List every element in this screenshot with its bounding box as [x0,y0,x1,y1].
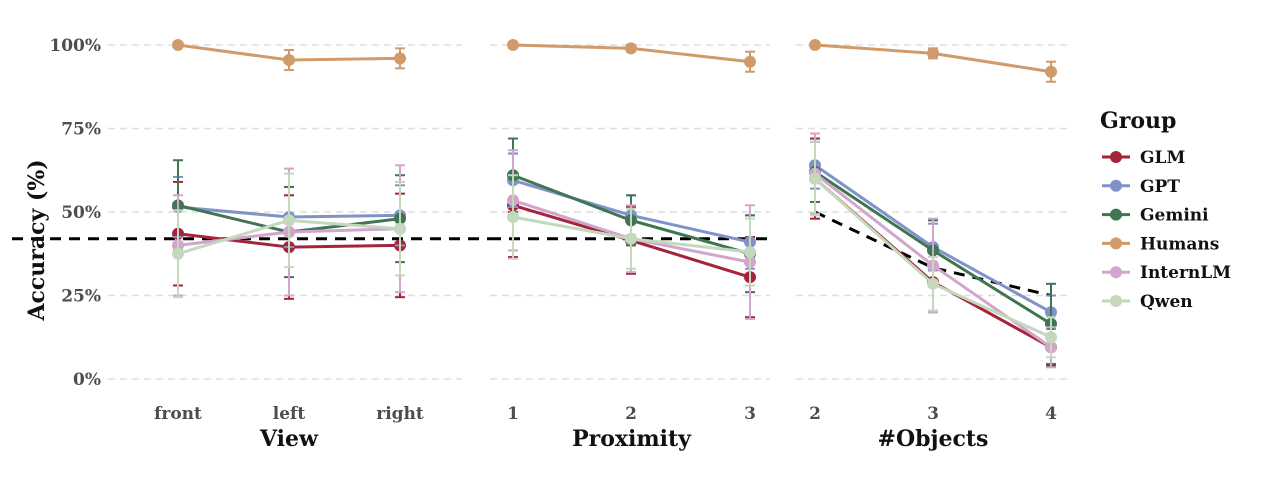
legend-swatch-point [1110,151,1122,163]
legend-label: InternLM [1140,263,1231,283]
x-axis-title-0: View [259,426,319,452]
legend-entry-internlm: InternLM [1102,263,1231,283]
legend-entry-gemini: Gemini [1102,206,1209,226]
legend-entries: GLM GPT Gemini Humans InternLM Qwen [1102,148,1231,312]
data-point [809,39,821,51]
x-tick-label: 1 [507,404,519,424]
legend-label: GPT [1140,177,1180,197]
x-tick-label: 3 [927,404,939,424]
data-point [625,232,637,245]
x-tick-label: 2 [625,404,637,424]
x-axis-title-1: Proximity [572,426,692,452]
y-tick-label: 50% [61,203,101,223]
data-point [1045,65,1057,78]
legend-swatch-point [1110,295,1122,307]
panel-1-series [507,39,756,320]
data-point [927,277,939,290]
data-point [394,52,406,65]
legend-entry-gpt: GPT [1102,177,1180,197]
series-qwen [809,140,1057,359]
data-point [744,55,756,68]
series-humans [809,39,1057,83]
y-tick-label: 75% [61,120,101,140]
series-internlm [809,132,1057,369]
x-tick-label: right [376,404,424,424]
data-point [927,47,939,60]
data-point [1045,331,1057,344]
data-point [172,39,184,51]
data-point [809,172,821,185]
data-point [172,247,184,260]
legend-swatch-point [1110,208,1122,221]
legend-label: Humans [1140,234,1219,254]
x-tick-label: 3 [744,404,756,424]
data-point [625,42,637,55]
y-axis-title: Accuracy (%) [24,159,50,321]
chance-line-panel-2 [814,210,1052,297]
y-tick-label: 100% [49,36,101,56]
legend-swatch-point [1110,266,1122,279]
legend: Group GLM GPT Gemini Humans InternLM Qwen [1100,108,1231,312]
y-tick-label: 0% [73,370,101,390]
legend-entry-humans: Humans [1102,234,1219,254]
data-point [283,214,295,227]
x-tick-label: 4 [1045,404,1057,424]
x-axis-title-2: #Objects [878,426,989,452]
legend-label: Gemini [1140,206,1209,226]
series-qwen [172,172,406,299]
series-humans [172,39,406,72]
series-humans [507,39,756,73]
data-point [394,222,406,235]
series-layer [172,39,1057,369]
x-tick-label: 2 [809,404,821,424]
legend-swatch-point [1110,179,1122,192]
legend-label: GLM [1140,148,1185,168]
legend-entry-glm: GLM [1102,148,1185,168]
x-tick-label: left [273,404,306,424]
x-axis-titles: View Proximity #Objects [259,426,988,452]
data-point [744,246,756,259]
y-axis-ticks: 0% 25% 50% 75% 100% [49,36,101,390]
series-qwen [507,174,756,287]
x-tick-label: front [154,404,202,424]
y-tick-label: 25% [61,287,101,307]
legend-entry-qwen: Qwen [1102,292,1193,312]
legend-label: Qwen [1140,292,1193,312]
legend-swatch-point [1110,237,1122,250]
x-axis-ticks: front left right 1 2 3 2 3 4 [154,404,1057,424]
grid-layer [108,44,1072,380]
data-point [283,54,295,67]
panel-2-series [809,39,1057,369]
panel-0-series [172,39,406,300]
data-point [507,211,519,224]
legend-title: Group [1100,108,1176,134]
data-point [507,39,519,51]
